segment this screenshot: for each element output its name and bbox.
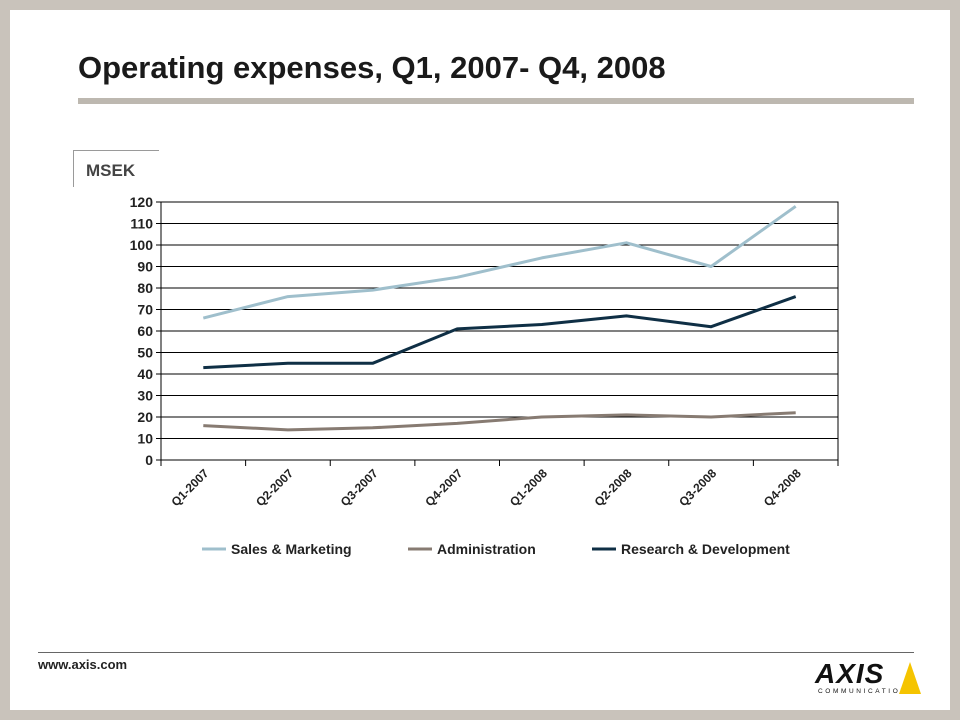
slide-title: Operating expenses, Q1, 2007- Q4, 2008 xyxy=(78,50,666,85)
chart-series xyxy=(202,205,797,432)
unit-label-box: MSEK xyxy=(73,150,159,187)
series-line-sales-marketing xyxy=(202,205,797,320)
y-tick-label: 40 xyxy=(137,366,153,382)
x-tick-label: Q2-2008 xyxy=(592,466,635,509)
legend-administration-label: Administration xyxy=(437,541,536,557)
series-line-administration xyxy=(203,411,796,432)
legend-sales-marketing-label: Sales & Marketing xyxy=(231,541,352,557)
footer-divider xyxy=(38,652,914,653)
axis-logo: AXIS COMMUNICATIONS xyxy=(815,658,921,700)
legend-research-development-label: Research & Development xyxy=(621,541,790,557)
y-tick-label: 30 xyxy=(137,388,153,404)
title-divider xyxy=(78,98,914,104)
slide: Operating expenses, Q1, 2007- Q4, 2008 M… xyxy=(10,10,950,710)
y-axis-ticks: 0 10 20 30 40 50 60 70 80 90 100 110 120 xyxy=(130,194,154,468)
y-tick-label: 90 xyxy=(137,259,153,275)
y-tick-label: 100 xyxy=(130,237,154,253)
x-tick-label: Q2-2007 xyxy=(253,466,296,509)
y-tick-label: 50 xyxy=(137,345,153,361)
chart-grid xyxy=(156,201,839,466)
y-tick-label: 0 xyxy=(145,452,153,468)
y-tick-label: 10 xyxy=(137,431,153,447)
logo-subtext: COMMUNICATIONS xyxy=(818,688,915,695)
x-tick-label: Q1-2007 xyxy=(169,466,212,509)
chart-legend: Sales & Marketing Administration Research … xyxy=(202,541,790,557)
y-tick-label: 20 xyxy=(137,409,153,425)
x-axis-ticks: Q1-2007 Q2-2007 Q3-2007 Q4-2007 Q1-2008 Q2-20… xyxy=(169,466,805,509)
x-tick-label: Q3-2007 xyxy=(338,466,381,509)
line-chart: 0 10 20 30 40 50 60 70 80 90 100 110 120 Q1-2007 Q2-2… xyxy=(130,194,839,557)
y-tick-label: 120 xyxy=(130,194,154,210)
y-tick-label: 80 xyxy=(137,280,153,296)
x-tick-label: Q4-2007 xyxy=(422,466,465,509)
logo-triangle-icon xyxy=(899,662,921,694)
y-tick-label: 70 xyxy=(137,302,153,318)
y-tick-label: 60 xyxy=(137,323,153,339)
unit-label: MSEK xyxy=(86,161,136,180)
series-line-research-development xyxy=(203,295,797,370)
logo-wordmark: AXIS xyxy=(815,658,885,689)
y-tick-label: 110 xyxy=(130,216,153,232)
footer-url[interactable]: www.axis.com xyxy=(38,657,128,672)
x-tick-label: Q4-2008 xyxy=(761,466,804,509)
x-tick-label: Q3-2008 xyxy=(676,466,719,509)
x-tick-label: Q1-2008 xyxy=(507,466,550,509)
